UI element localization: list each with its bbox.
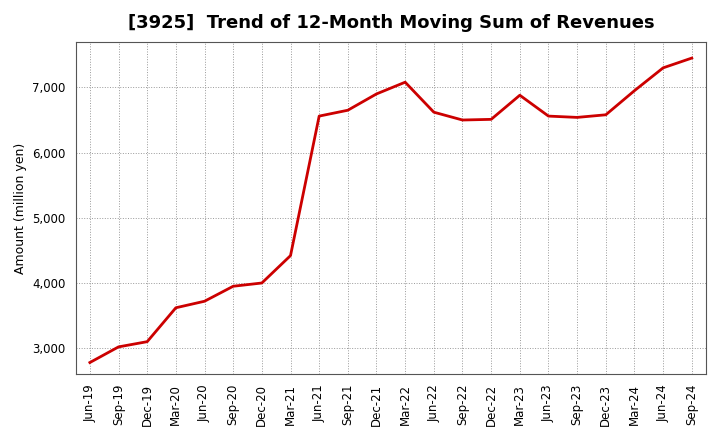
Y-axis label: Amount (million yen): Amount (million yen) xyxy=(14,143,27,274)
Title: [3925]  Trend of 12-Month Moving Sum of Revenues: [3925] Trend of 12-Month Moving Sum of R… xyxy=(127,14,654,32)
